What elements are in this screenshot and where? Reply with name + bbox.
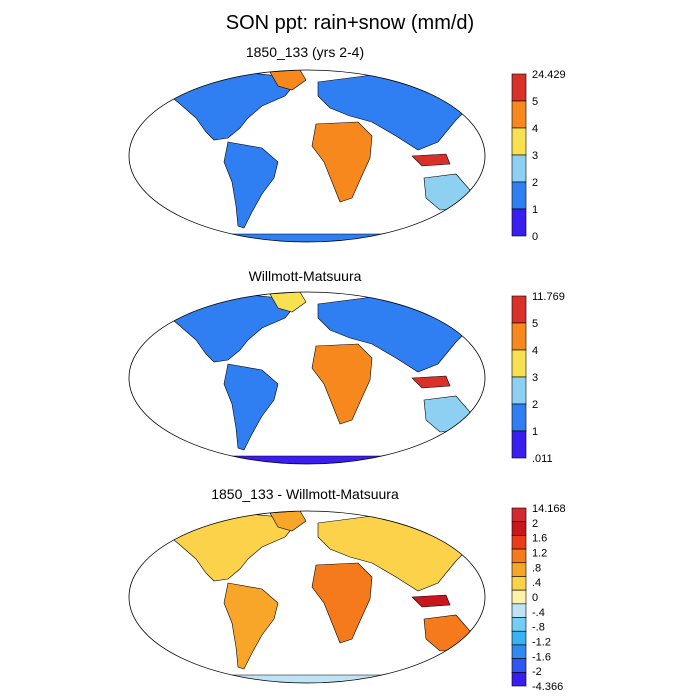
colorbar-label: -2 <box>532 666 542 678</box>
region-south-america <box>223 141 279 229</box>
colorbar-box <box>511 617 527 632</box>
region-indonesia <box>411 594 451 608</box>
panel-3-map <box>128 510 486 684</box>
map-frame <box>128 291 486 465</box>
colorbar-box <box>511 73 527 102</box>
colorbar-box <box>511 576 527 591</box>
panel-1-title: 1850_133 (yrs 2-4) <box>245 44 365 60</box>
colorbar-label: 5 <box>532 318 538 330</box>
region-africa <box>311 121 373 203</box>
panel-1-colorbar: 24.429 5 4 3 2 1 0 <box>511 70 566 243</box>
region-africa <box>311 343 373 425</box>
colorbar-box <box>511 521 527 536</box>
colorbar-label: 0 <box>532 592 538 604</box>
colorbar-label: 1.2 <box>532 548 547 560</box>
panel-3-colorbar: 14.168 2 1.6 1.2 .8 .4 0 -.4 -.8 -1.2 -1.6 -2 -4.366 <box>511 504 566 693</box>
colorbar-label: 1 <box>532 426 538 438</box>
colorbar-box <box>511 295 527 324</box>
panel-2-colorbar: 11.769 5 4 3 2 1 .011 <box>511 292 565 465</box>
region-indonesia <box>411 375 451 389</box>
region-australia <box>423 395 471 433</box>
colorbar-label: -.8 <box>532 622 545 634</box>
colorbar-label: 1.6 <box>532 533 547 545</box>
colorbar-box <box>511 548 527 564</box>
colorbar-box <box>511 630 527 646</box>
region-south-america <box>223 582 279 670</box>
colorbar-box <box>511 672 527 687</box>
colorbar-box <box>511 589 527 605</box>
colorbar-box <box>511 154 527 183</box>
colorbar-box <box>511 403 527 432</box>
figure-title: SON ppt: rain+snow (mm/d) <box>225 12 475 34</box>
colorbar-label: 14.168 <box>532 504 566 515</box>
panel-2-map <box>128 291 486 465</box>
colorbar-box <box>511 603 527 618</box>
colorbar-box <box>511 127 527 156</box>
colorbar-label: 2 <box>532 177 538 189</box>
region-indonesia <box>411 153 451 167</box>
colorbar-label: .011 <box>532 453 553 465</box>
colorbar-label: 5 <box>532 96 538 108</box>
colorbar-box <box>511 562 527 577</box>
colorbar-label: 24.429 <box>532 70 566 81</box>
colorbar-label: -4.366 <box>532 681 563 693</box>
panel-1-map <box>128 69 486 243</box>
colorbar-label: 0 <box>532 231 538 243</box>
colorbar-label: 4 <box>532 345 538 357</box>
region-africa <box>311 562 373 644</box>
colorbar-box <box>511 376 527 405</box>
colorbar-label: 2 <box>532 399 538 411</box>
colorbar-box <box>511 100 527 129</box>
colorbar-box <box>511 322 527 351</box>
region-south-america <box>223 363 279 451</box>
region-antarctica <box>199 674 415 683</box>
colorbar-label: 3 <box>532 150 538 162</box>
colorbar-label: 11.769 <box>532 292 565 303</box>
colorbar-box <box>511 658 527 673</box>
colorbar-box <box>511 430 527 459</box>
colorbar-box <box>511 349 527 378</box>
region-antarctica <box>199 455 415 464</box>
map-frame <box>128 69 486 243</box>
colorbar-box <box>511 644 527 659</box>
colorbar-label: 4 <box>532 123 538 135</box>
panel-2-title: Willmott-Matsuura <box>248 268 362 284</box>
colorbar-label: -.4 <box>532 607 545 619</box>
colorbar-label: 1 <box>532 204 538 216</box>
colorbar-box <box>511 208 527 237</box>
colorbar-box <box>511 507 527 522</box>
colorbar-box <box>511 181 527 210</box>
colorbar-label: .8 <box>532 562 541 574</box>
map-frame <box>128 510 486 684</box>
colorbar-label: -1.6 <box>532 651 551 663</box>
region-australia <box>423 173 471 211</box>
colorbar-label: .4 <box>532 577 541 589</box>
region-antarctica <box>199 233 415 242</box>
panel-3-title: 1850_133 - Willmott-Matsuura <box>211 486 399 502</box>
region-australia <box>423 614 471 652</box>
colorbar-label: 3 <box>532 372 538 384</box>
colorbar-label: 2 <box>532 518 538 530</box>
colorbar-box <box>511 535 527 550</box>
colorbar-label: -1.2 <box>532 637 551 649</box>
